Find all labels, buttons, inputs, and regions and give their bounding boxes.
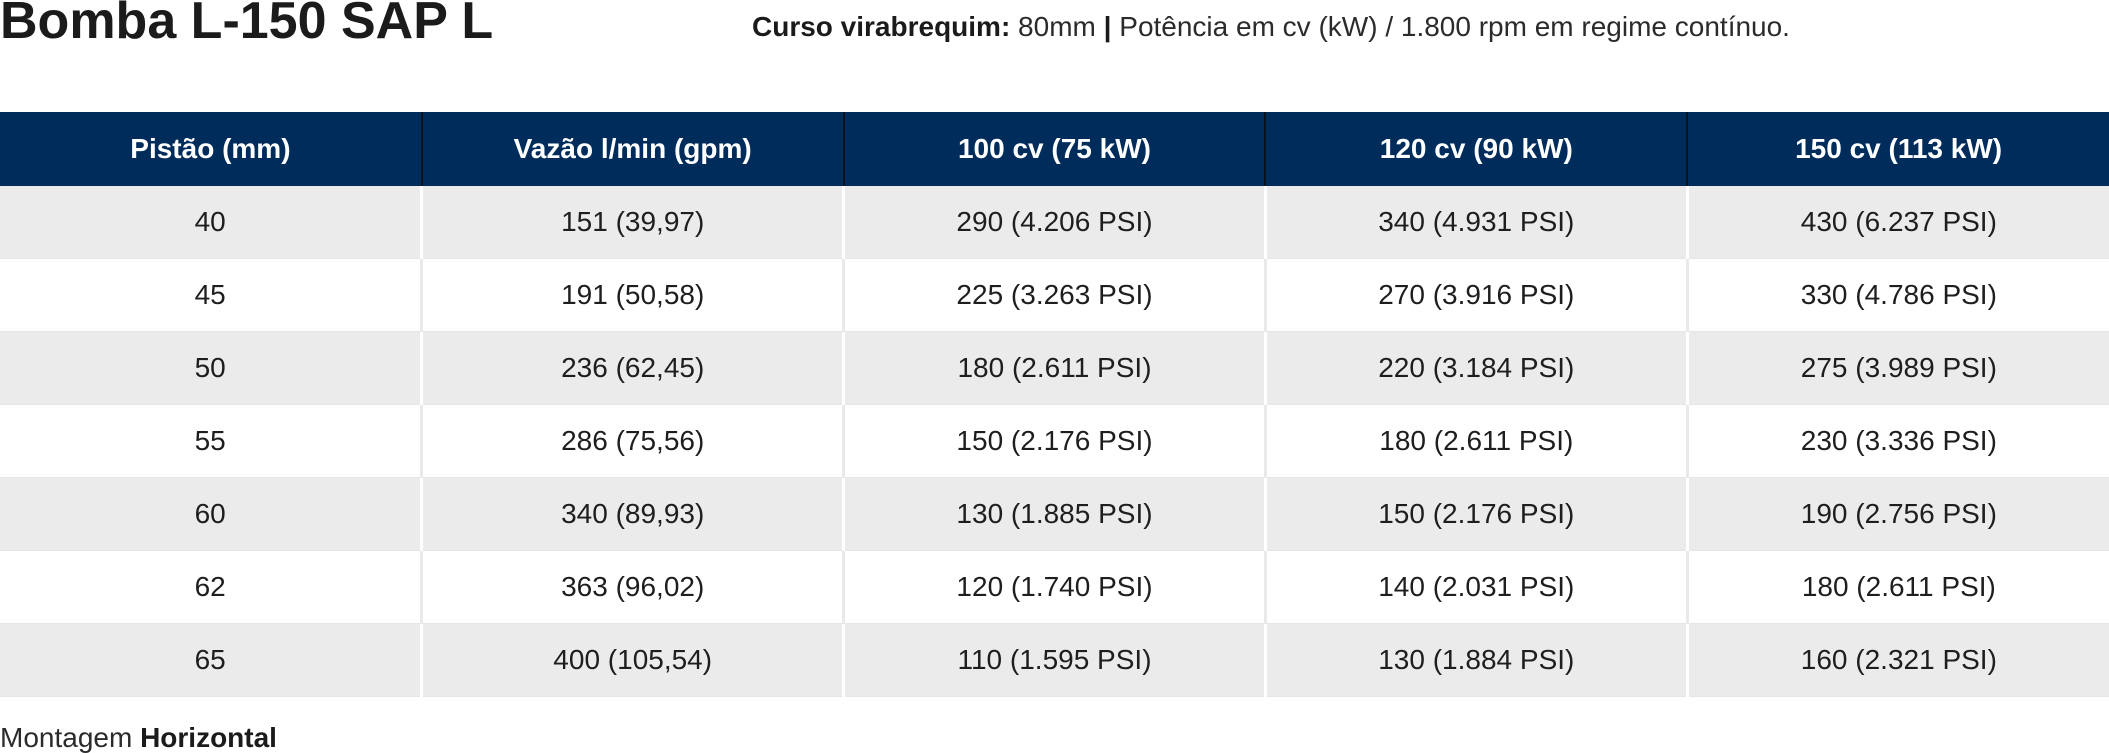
cell-100cv: 110 (1.595 PSI) bbox=[842, 623, 1266, 697]
cell-piston: 45 bbox=[0, 258, 422, 332]
cell-150cv: 330 (4.786 PSI) bbox=[1685, 258, 2109, 332]
header-120cv: 120 cv (90 kW) bbox=[1264, 112, 1688, 186]
table-row: 50 236 (62,45) 180 (2.611 PSI) 220 (3.184 P… bbox=[0, 331, 2109, 405]
table-row: 40 151 (39,97) 290 (4.206 PSI) 340 (4.931 P… bbox=[0, 186, 2109, 259]
cell-100cv: 225 (3.263 PSI) bbox=[842, 258, 1266, 332]
table-row: 65 400 (105,54) 110 (1.595 PSI) 130 (1.884 … bbox=[0, 623, 2109, 697]
cell-flow: 286 (75,56) bbox=[420, 404, 844, 478]
spec-separator: | bbox=[1103, 11, 1112, 42]
cell-100cv: 130 (1.885 PSI) bbox=[842, 477, 1266, 551]
cell-120cv: 270 (3.916 PSI) bbox=[1263, 258, 1688, 332]
cell-100cv: 120 (1.740 PSI) bbox=[842, 550, 1266, 624]
header-100cv: 100 cv (75 kW) bbox=[842, 112, 1266, 186]
mounting-value: Horizontal bbox=[140, 722, 277, 753]
mounting-label: Montagem bbox=[0, 722, 141, 753]
cell-piston: 65 bbox=[0, 623, 422, 697]
cell-120cv: 220 (3.184 PSI) bbox=[1263, 331, 1688, 405]
header-flow: Vazão l/min (gpm) bbox=[420, 112, 844, 186]
table-row: 45 191 (50,58) 225 (3.263 PSI) 270 (3.916 P… bbox=[0, 258, 2109, 332]
page-title: Bomba L-150 SAP L bbox=[0, 0, 494, 50]
cell-150cv: 230 (3.336 PSI) bbox=[1685, 404, 2109, 478]
cell-piston: 40 bbox=[0, 186, 422, 259]
cell-flow: 340 (89,93) bbox=[420, 477, 844, 551]
stroke-label: Curso virabrequim: bbox=[752, 11, 1011, 42]
power-note: Potência em cv (kW) / 1.800 rpm em regim… bbox=[1111, 11, 1790, 42]
header-150cv: 150 cv (113 kW) bbox=[1686, 112, 2109, 186]
cell-flow: 363 (96,02) bbox=[420, 550, 844, 624]
spec-line: Curso virabrequim: 80mm | Potência em cv… bbox=[752, 9, 1790, 45]
cell-120cv: 180 (2.611 PSI) bbox=[1263, 404, 1688, 478]
cell-150cv: 180 (2.611 PSI) bbox=[1685, 550, 2109, 624]
cell-120cv: 130 (1.884 PSI) bbox=[1263, 623, 1688, 697]
header-piston: Pistão (mm) bbox=[0, 112, 422, 186]
cell-120cv: 340 (4.931 PSI) bbox=[1263, 186, 1688, 259]
pump-table: Pistão (mm) Vazão l/min (gpm) 100 cv (75 k… bbox=[0, 112, 2109, 697]
table-row: 60 340 (89,93) 130 (1.885 PSI) 150 (2.176 P… bbox=[0, 477, 2109, 551]
cell-100cv: 150 (2.176 PSI) bbox=[842, 404, 1266, 478]
cell-piston: 50 bbox=[0, 331, 422, 405]
cell-150cv: 190 (2.756 PSI) bbox=[1685, 477, 2109, 551]
cell-120cv: 140 (2.031 PSI) bbox=[1263, 550, 1688, 624]
cell-flow: 151 (39,97) bbox=[420, 186, 844, 259]
mounting-note: Montagem Horizontal bbox=[0, 718, 277, 753]
cell-flow: 400 (105,54) bbox=[420, 623, 844, 697]
cell-150cv: 160 (2.321 PSI) bbox=[1685, 623, 2109, 697]
cell-150cv: 275 (3.989 PSI) bbox=[1685, 331, 2109, 405]
cell-120cv: 150 (2.176 PSI) bbox=[1263, 477, 1688, 551]
table-row: 55 286 (75,56) 150 (2.176 PSI) 180 (2.611 P… bbox=[0, 404, 2109, 478]
table-body: 40 151 (39,97) 290 (4.206 PSI) 340 (4.931 P… bbox=[0, 186, 2109, 697]
cell-flow: 191 (50,58) bbox=[420, 258, 844, 332]
cell-piston: 62 bbox=[0, 550, 422, 624]
cell-piston: 55 bbox=[0, 404, 422, 478]
table-row: 62 363 (96,02) 120 (1.740 PSI) 140 (2.031 P… bbox=[0, 550, 2109, 624]
cell-150cv: 430 (6.237 PSI) bbox=[1685, 186, 2109, 259]
stroke-value: 80mm bbox=[1010, 11, 1104, 42]
table-header-row: Pistão (mm) Vazão l/min (gpm) 100 cv (75 k… bbox=[0, 112, 2109, 186]
cell-100cv: 290 (4.206 PSI) bbox=[842, 186, 1266, 259]
cell-100cv: 180 (2.611 PSI) bbox=[842, 331, 1266, 405]
cell-flow: 236 (62,45) bbox=[420, 331, 844, 405]
cell-piston: 60 bbox=[0, 477, 422, 551]
